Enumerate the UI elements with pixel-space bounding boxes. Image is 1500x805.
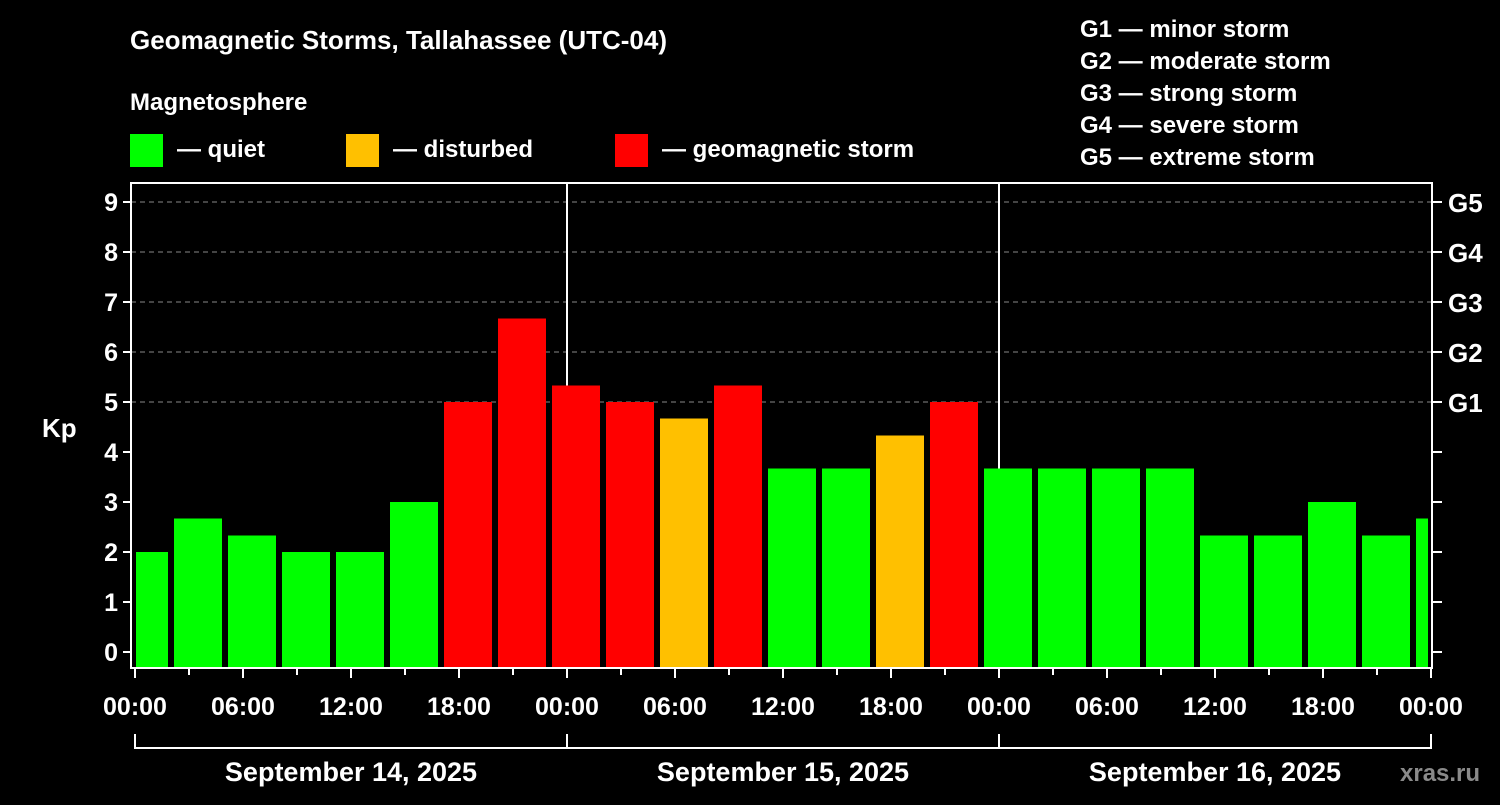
date-label: September 16, 2025	[1089, 757, 1341, 787]
bars	[136, 318, 1428, 667]
legend-swatch	[615, 134, 648, 167]
y-tick-label: 5	[104, 389, 118, 417]
bar	[1308, 502, 1356, 667]
watermark: xras.ru	[1400, 760, 1480, 787]
x-tick-label: 18:00	[1291, 693, 1355, 721]
y-tick-label: 4	[104, 439, 118, 467]
x-tick-label: 06:00	[211, 693, 275, 721]
plot-frame	[130, 182, 1433, 669]
y-tick-label: 3	[104, 489, 118, 517]
x-tick-label: 06:00	[1075, 693, 1139, 721]
y-tick-label: 1	[104, 589, 118, 617]
x-tick-label: 00:00	[535, 693, 599, 721]
bar	[1254, 535, 1302, 667]
x-tick-label: 06:00	[643, 693, 707, 721]
legend: — quiet — disturbed — geomagnetic storm	[130, 134, 914, 167]
bar	[336, 552, 384, 667]
x-tick-label: 12:00	[1183, 693, 1247, 721]
y-axis-label: Kp	[42, 413, 77, 443]
y-tick-label: 2	[104, 539, 118, 567]
bar	[282, 552, 330, 667]
scale-legend-item: G2 — moderate storm	[1080, 48, 1331, 75]
y-tick-label: 0	[104, 639, 118, 667]
legend-label: — geomagnetic storm	[662, 136, 914, 163]
bar	[714, 385, 762, 667]
chart-title: Geomagnetic Storms, Tallahassee (UTC-04)	[130, 25, 667, 55]
g-scale-label: G2	[1448, 338, 1483, 368]
date-label: September 14, 2025	[225, 757, 477, 787]
bar	[1146, 468, 1194, 667]
g-scale-label: G4	[1448, 238, 1483, 268]
scale-legend-item: G5 — extreme storm	[1080, 144, 1315, 171]
bar	[1038, 468, 1086, 667]
legend-title: Magnetosphere	[130, 89, 307, 116]
bar	[136, 552, 168, 667]
y-tick-label: 8	[104, 239, 118, 267]
x-tick-label: 00:00	[1399, 693, 1463, 721]
x-tick-label: 18:00	[427, 693, 491, 721]
bar	[174, 518, 222, 667]
bar	[606, 402, 654, 667]
y-tick-label: 6	[104, 339, 118, 367]
legend-swatch	[130, 134, 163, 167]
legend-label: — disturbed	[393, 136, 533, 163]
g-scale-label: G5	[1448, 188, 1483, 218]
bar	[444, 402, 492, 667]
bar	[1416, 518, 1428, 667]
bar	[1092, 468, 1140, 667]
scale-legend-item: G3 — strong storm	[1080, 80, 1297, 107]
x-tick-label: 12:00	[319, 693, 383, 721]
bar	[822, 468, 870, 667]
bar	[552, 385, 600, 667]
g-scale-label: G1	[1448, 388, 1483, 418]
x-tick-label: 18:00	[859, 693, 923, 721]
y-tick-label: 7	[104, 289, 118, 317]
legend-label: — quiet	[177, 136, 265, 163]
x-tick-label: 00:00	[967, 693, 1031, 721]
scale-legend-item: G1 — minor storm	[1080, 16, 1289, 43]
bar	[1362, 535, 1410, 667]
y-tick-label: 9	[104, 189, 118, 217]
bar	[660, 418, 708, 667]
bar	[930, 402, 978, 667]
g-scale-label: G3	[1448, 288, 1483, 318]
bar	[768, 468, 816, 667]
bar	[1200, 535, 1248, 667]
bar	[228, 535, 276, 667]
date-label: September 15, 2025	[657, 757, 909, 787]
x-tick-label: 12:00	[751, 693, 815, 721]
storm-scale-legend: G1 — minor storm G2 — moderate storm G3 — …	[1080, 16, 1331, 171]
scale-legend-item: G4 — severe storm	[1080, 112, 1299, 139]
bar	[984, 468, 1032, 667]
bar	[498, 318, 546, 667]
axes: 0 1 2 3 4 5 6 7 8 9 G1 G2 G3 G4 G5 00:00 06:00 12:00 18:00…	[103, 188, 1483, 787]
legend-swatch	[346, 134, 379, 167]
x-tick-label: 00:00	[103, 693, 167, 721]
bar	[876, 435, 924, 667]
bar	[390, 502, 438, 667]
